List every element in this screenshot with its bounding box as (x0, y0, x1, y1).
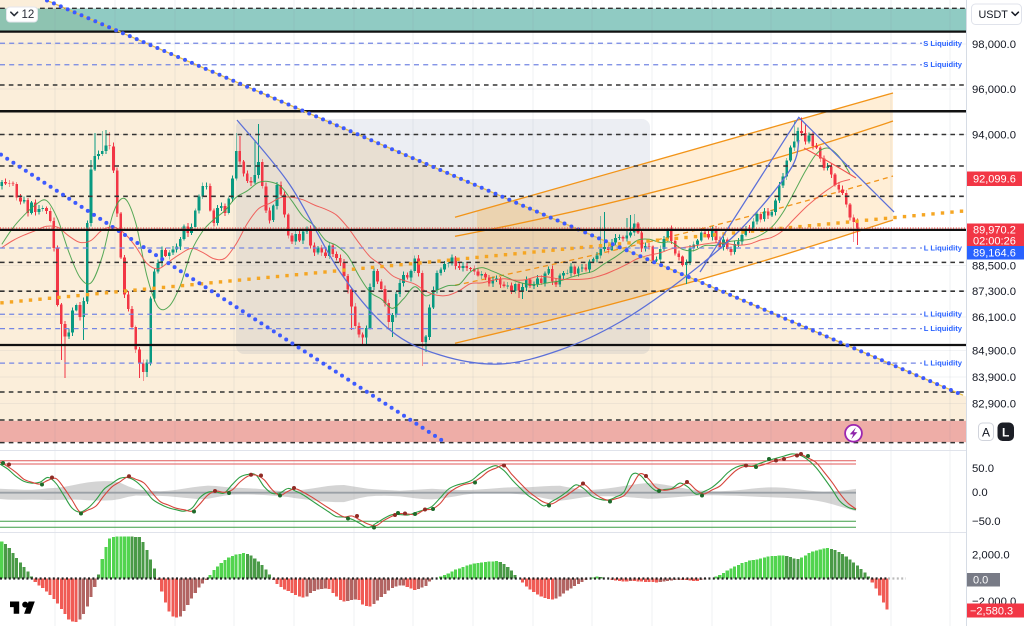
svg-text:0.0: 0.0 (972, 487, 988, 499)
svg-text:02:00:26: 02:00:26 (973, 235, 1016, 247)
svg-text:L Liquidity: L Liquidity (924, 310, 963, 319)
svg-text:−2,580.3: −2,580.3 (970, 606, 1013, 618)
svg-text:A: A (982, 425, 990, 439)
svg-text:USDT: USDT (979, 9, 1009, 21)
svg-text:S Liquidity: S Liquidity (923, 60, 963, 69)
svg-text:86,100.0: 86,100.0 (972, 312, 1016, 324)
svg-text:84,900.0: 84,900.0 (972, 346, 1016, 358)
svg-text:0.0: 0.0 (973, 575, 988, 587)
svg-text:87,300.0: 87,300.0 (972, 286, 1016, 298)
svg-text:L: L (1002, 426, 1009, 440)
svg-text:2,000.0: 2,000.0 (972, 550, 1010, 562)
svg-text:83,900.0: 83,900.0 (972, 372, 1016, 384)
svg-text:50.0: 50.0 (972, 463, 994, 475)
svg-text:L Liquidity: L Liquidity (924, 359, 963, 368)
svg-text:82,900.0: 82,900.0 (972, 399, 1016, 411)
svg-text:88,500.0: 88,500.0 (972, 261, 1016, 273)
svg-text:96,000.0: 96,000.0 (972, 84, 1016, 96)
svg-text:89,970.2: 89,970.2 (973, 224, 1016, 236)
svg-text:S Liquidity: S Liquidity (923, 39, 963, 48)
svg-text:89,164.6: 89,164.6 (973, 248, 1016, 260)
svg-text:−50.0: −50.0 (972, 516, 1001, 528)
svg-text:L Liquidity: L Liquidity (924, 324, 963, 333)
svg-text:98,000.0: 98,000.0 (972, 39, 1016, 51)
svg-text:12: 12 (22, 9, 35, 21)
svg-text:L Liquidity: L Liquidity (924, 244, 963, 253)
svg-text:92,099.6: 92,099.6 (973, 174, 1016, 186)
svg-text:94,000.0: 94,000.0 (972, 130, 1016, 142)
